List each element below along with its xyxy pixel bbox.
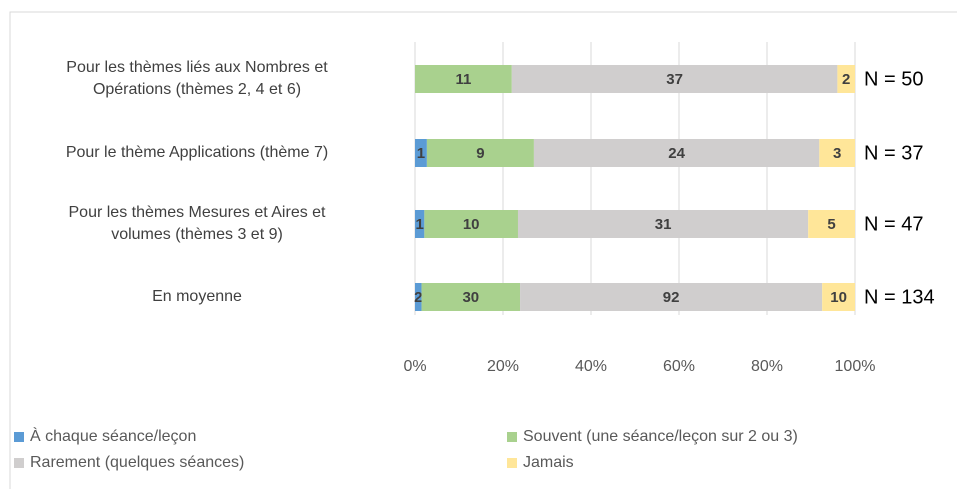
- category-label: Pour le thème Applications (thème 7): [65, 144, 329, 161]
- data-label: 31: [655, 216, 672, 233]
- data-label: 5: [827, 216, 835, 233]
- data-label: 37: [666, 71, 683, 88]
- x-tick-label: 0%: [403, 358, 426, 375]
- legend-label: Jamais: [523, 454, 574, 471]
- category-label: Pour les thèmes Mesures et Aires et volu…: [68, 204, 326, 243]
- bar-segment: [415, 139, 427, 167]
- data-label: 2: [842, 71, 850, 88]
- bar-segment: [822, 283, 855, 311]
- bar-segment: [819, 139, 855, 167]
- legend-swatch: [507, 458, 517, 468]
- x-tick-label: 60%: [663, 358, 695, 375]
- bar-segment: [415, 65, 512, 93]
- data-label: 2: [414, 289, 422, 306]
- bar-segment: [837, 65, 855, 93]
- x-tick-label: 100%: [835, 358, 876, 375]
- bar-segment: [426, 139, 534, 167]
- chart-border: [9, 11, 957, 489]
- bar-segment: [415, 210, 425, 238]
- legend-label: Rarement (quelques séances): [30, 454, 244, 471]
- data-label: 92: [663, 289, 680, 306]
- row-annotation: N = 50: [864, 68, 923, 90]
- category-label: Pour les thèmes liés aux Nombres et Opér…: [66, 59, 328, 98]
- bar-segment: [421, 283, 521, 311]
- data-label: 1: [417, 145, 425, 162]
- legend-label: Souvent (une séance/leçon sur 2 ou 3): [523, 428, 798, 445]
- bar-segment: [415, 283, 422, 311]
- data-label: 3: [833, 145, 841, 162]
- data-label: 1: [416, 216, 424, 233]
- legend-label: À chaque séance/leçon: [30, 426, 196, 445]
- row-annotation: N = 37: [864, 142, 923, 164]
- bar-segment: [511, 65, 838, 93]
- data-label: 24: [668, 145, 685, 162]
- data-label: 10: [830, 289, 847, 306]
- bar-segment: [424, 210, 518, 238]
- x-tick-label: 20%: [487, 358, 519, 375]
- legend-swatch: [507, 432, 517, 442]
- row-annotation: N = 134: [864, 286, 935, 308]
- bar-segment: [533, 139, 820, 167]
- legend-swatch: [14, 458, 24, 468]
- category-label: En moyenne: [152, 288, 242, 305]
- bar-segment: [808, 210, 855, 238]
- legend-swatch: [14, 432, 24, 442]
- x-tick-label: 80%: [751, 358, 783, 375]
- bar-segment: [520, 283, 823, 311]
- data-label: 9: [476, 145, 484, 162]
- data-label: 11: [455, 71, 471, 88]
- x-tick-label: 40%: [575, 358, 607, 375]
- row-annotation: N = 47: [864, 213, 923, 235]
- data-label: 30: [462, 289, 479, 306]
- bar-segment: [517, 210, 809, 238]
- data-label: 10: [463, 216, 480, 233]
